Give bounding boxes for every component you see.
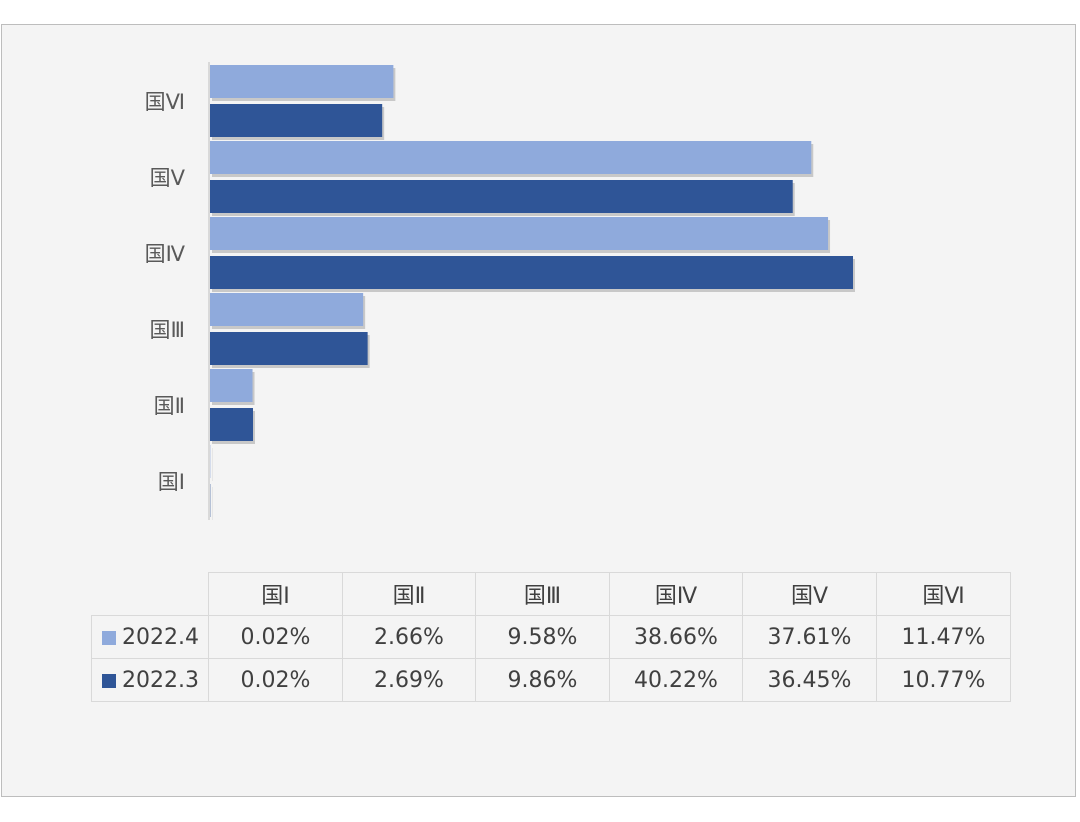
legend-swatch-series-1	[102, 630, 116, 645]
bar-series-1-cat-5	[210, 141, 812, 174]
bar-series-2-cat-5	[210, 180, 793, 213]
table-cell: 0.02%	[208, 615, 343, 659]
bar-series-1-cat-2	[210, 369, 253, 402]
bar-series-2-cat-2	[210, 408, 254, 441]
category-label: 国Ⅲ	[150, 318, 185, 342]
bars-layer	[210, 65, 855, 520]
category-labels: 国Ⅰ 国Ⅱ 国Ⅲ 国Ⅳ 国Ⅴ 国Ⅵ	[145, 90, 186, 494]
data-table: 国Ⅰ 国Ⅱ 国Ⅲ 国Ⅳ 国Ⅴ 国Ⅵ 2022.4 0.02% 2.66% 9.5…	[91, 572, 1011, 702]
category-label: 国Ⅴ	[150, 166, 186, 190]
table-cell: 36.45%	[742, 658, 877, 702]
legend-label-series-1: 2022.4	[122, 624, 199, 650]
table-cell: 2.69%	[342, 658, 476, 702]
bar-series-1-cat-4	[210, 217, 829, 250]
table-cell: 38.66%	[609, 615, 743, 659]
table-header-cell: 国Ⅵ	[876, 572, 1011, 616]
table-header-cell: 国Ⅴ	[742, 572, 877, 616]
bar-series-1-cat-6	[210, 65, 394, 98]
legend-entry-series-2: 2022.3	[91, 658, 209, 702]
data-table-header-row: 国Ⅰ 国Ⅱ 国Ⅲ 国Ⅳ 国Ⅴ 国Ⅵ	[92, 572, 1011, 616]
table-cell: 10.77%	[876, 658, 1011, 702]
table-cell: 37.61%	[742, 615, 877, 659]
bar-series-2-cat-6	[210, 104, 383, 137]
table-cell: 40.22%	[609, 658, 743, 702]
table-cell: 9.86%	[475, 658, 610, 702]
category-label: 国Ⅵ	[145, 90, 185, 114]
table-cell: 0.02%	[208, 658, 343, 702]
data-table-row-series-1: 2022.4 0.02% 2.66% 9.58% 38.66% 37.61% 1…	[91, 615, 1011, 659]
data-table-corner	[92, 573, 209, 616]
bar-series-2-cat-4	[210, 256, 853, 289]
table-header-cell: 国Ⅳ	[609, 572, 743, 616]
category-label: 国Ⅱ	[154, 394, 185, 418]
legend-label-series-2: 2022.3	[122, 667, 199, 693]
legend-swatch-series-2	[102, 673, 116, 688]
bar-series-2-cat-3	[210, 332, 368, 365]
bar-series-1-cat-3	[210, 293, 364, 326]
table-cell: 9.58%	[475, 615, 610, 659]
table-header-cell: 国Ⅲ	[475, 572, 610, 616]
category-label: 国Ⅳ	[145, 242, 186, 266]
category-label: 国Ⅰ	[158, 470, 185, 494]
legend-entry-series-1: 2022.4	[91, 615, 209, 659]
data-table-row-series-2: 2022.3 0.02% 2.69% 9.86% 40.22% 36.45% 1…	[91, 658, 1011, 702]
table-cell: 2.66%	[342, 615, 476, 659]
table-header-cell: 国Ⅱ	[342, 572, 476, 616]
table-header-cell: 国Ⅰ	[208, 572, 343, 616]
table-cell: 11.47%	[876, 615, 1011, 659]
